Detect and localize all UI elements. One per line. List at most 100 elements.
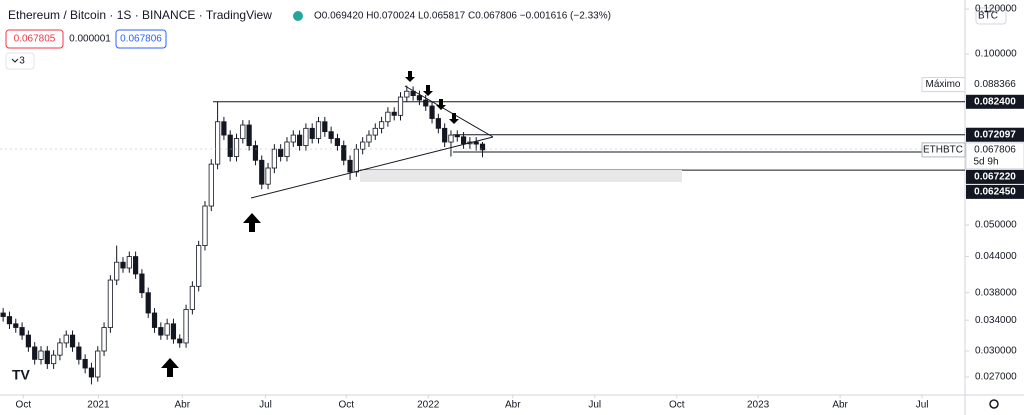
level-tag xyxy=(966,94,1024,109)
candle-body xyxy=(460,136,467,145)
candle-body xyxy=(347,159,353,173)
candle-body xyxy=(448,134,454,143)
x-tick-label: 2021 xyxy=(87,400,110,411)
max-name: Máximo xyxy=(925,79,960,90)
bid: 0.067805 xyxy=(14,34,56,45)
candle-body xyxy=(95,350,101,378)
y-tick-label: 0.030000 xyxy=(975,346,1017,357)
candle-body xyxy=(32,346,38,360)
y-tick-label: 0.100000 xyxy=(975,49,1017,60)
symbol-title[interactable]: Ethereum / Bitcoin · 1S · BINANCE · Trad… xyxy=(8,8,272,22)
candle-body xyxy=(25,334,31,348)
max-value-tag xyxy=(966,77,1024,92)
y-tick-label: 0.027000 xyxy=(975,372,1017,383)
candle-body xyxy=(145,292,151,314)
level-label: 0.072097 xyxy=(974,129,1016,140)
y-tick-label: 0.044000 xyxy=(975,251,1017,262)
candle-body xyxy=(170,323,177,340)
candle-body xyxy=(120,261,126,269)
indicator-count: 3 xyxy=(19,56,25,67)
candle-body xyxy=(177,338,183,344)
candle-body xyxy=(397,96,404,116)
candle-body xyxy=(44,350,50,365)
arrows xyxy=(161,71,459,377)
arrow-down xyxy=(449,113,459,124)
x-tick-label: Jul xyxy=(916,400,929,411)
candle-body xyxy=(208,163,214,207)
level-tag xyxy=(966,184,1024,199)
candle-body xyxy=(0,312,6,317)
x-tick-label: 2023 xyxy=(747,400,770,411)
candle-body xyxy=(309,127,315,139)
x-tick-label: Abr xyxy=(174,400,190,411)
candle-body xyxy=(429,105,435,119)
ask: 0.067806 xyxy=(120,34,162,45)
candle-body xyxy=(221,121,227,136)
status-dot xyxy=(293,11,303,21)
settings-icon[interactable] xyxy=(989,399,999,409)
candle-body xyxy=(214,121,221,165)
candle-body xyxy=(334,138,341,146)
candle-body xyxy=(252,145,259,161)
max-value: 0.088366 xyxy=(974,79,1016,90)
candle-body xyxy=(57,342,63,356)
max-tag xyxy=(921,77,966,93)
x-tick-label: Jul xyxy=(588,400,601,411)
candle-body xyxy=(271,148,277,169)
level-tag xyxy=(966,127,1024,142)
arrow-down xyxy=(436,99,446,110)
ask-box[interactable] xyxy=(115,29,167,49)
candle-body xyxy=(19,327,25,336)
candle-body xyxy=(372,127,378,136)
candle-body xyxy=(315,121,322,139)
candle-body xyxy=(246,124,252,146)
candle-body xyxy=(133,256,139,275)
y-tick-label: 0.038000 xyxy=(975,287,1017,298)
arrow-down xyxy=(423,85,433,96)
x-tick-label: Abr xyxy=(505,400,521,411)
candle-body xyxy=(416,95,423,101)
candle-body xyxy=(51,354,57,365)
level-label: 0.082400 xyxy=(974,96,1016,107)
bid-box[interactable] xyxy=(5,29,64,49)
currency-box[interactable] xyxy=(975,7,1007,25)
candle-body xyxy=(126,256,132,269)
candle-body xyxy=(265,167,271,185)
last-tag xyxy=(965,142,1024,170)
last-name: ETHBTC xyxy=(923,145,963,156)
candle-body xyxy=(6,316,13,325)
candle-body xyxy=(233,138,240,157)
currency: BTC xyxy=(978,11,998,22)
candle-body xyxy=(82,358,88,369)
candle-body xyxy=(13,323,19,328)
level-tag xyxy=(966,169,1024,184)
candle-body xyxy=(88,367,95,378)
candle-body xyxy=(278,148,284,157)
zone xyxy=(360,170,682,182)
y-tick-label: 0.050000 xyxy=(975,220,1017,231)
candle-body xyxy=(101,327,107,352)
candle-body xyxy=(69,334,76,348)
candle-body xyxy=(107,279,113,328)
candle-body xyxy=(227,134,233,157)
y-tick-label: 0.034000 xyxy=(975,315,1017,326)
arrow-up xyxy=(161,358,179,377)
candle-body xyxy=(366,134,372,143)
logo[interactable]: TV xyxy=(12,367,31,383)
trendline xyxy=(250,136,494,199)
candle-body xyxy=(322,121,328,133)
candle-body xyxy=(435,118,441,129)
candle-body xyxy=(479,143,486,151)
candle-body xyxy=(385,111,391,123)
x-tick-label: 2022 xyxy=(417,400,440,411)
candle-body xyxy=(378,121,385,129)
candle-body xyxy=(296,134,303,146)
level-label: 0.062450 xyxy=(974,187,1016,198)
candle-body xyxy=(76,346,82,360)
trendline xyxy=(404,85,494,138)
indicators-toggle[interactable] xyxy=(5,52,35,70)
last-value: 0.067806 xyxy=(974,145,1016,156)
candle-body xyxy=(473,141,479,145)
